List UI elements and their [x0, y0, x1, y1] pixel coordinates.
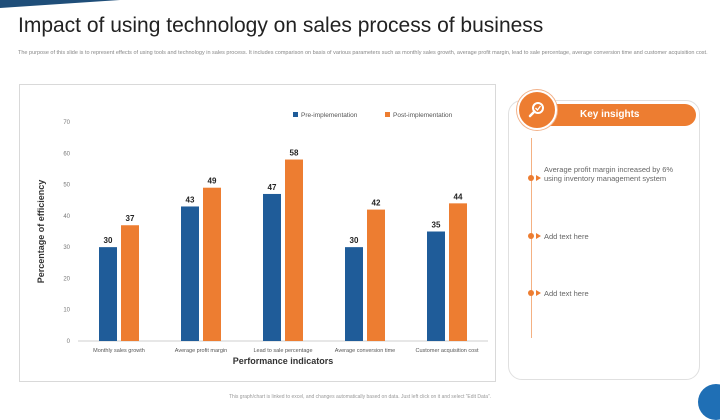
y-axis-label: Percentage of efficiency — [36, 180, 46, 284]
bar-post-implementation — [121, 225, 139, 341]
legend-swatch — [385, 112, 390, 117]
bar-chart[interactable]: 0 10 20 30 40 50 60 70 Percentage of efficiency P… — [20, 85, 495, 381]
insights-header-label: Key insights — [580, 109, 640, 120]
y-tick-label: 30 — [63, 245, 70, 251]
bar-data-label: 35 — [432, 221, 441, 230]
timeline-dot — [528, 233, 534, 239]
chart-container[interactable]: 0 10 20 30 40 50 60 70 Percentage of efficiency P… — [19, 84, 496, 382]
bar-data-label: 37 — [126, 214, 135, 223]
corner-circle-decoration — [698, 384, 720, 420]
legend-entry: Post-implementation — [393, 112, 453, 119]
bar-data-label: 30 — [350, 236, 359, 245]
x-tick-label: Average profit margin — [175, 348, 227, 354]
bar-post-implementation — [449, 203, 467, 341]
x-tick-label: Monthly sales growth — [93, 348, 145, 354]
timeline-arrow-icon — [536, 290, 541, 296]
y-tick-label: 10 — [63, 308, 70, 314]
y-tick-label: 60 — [63, 151, 70, 157]
slide-title: Impact of using technology on sales proc… — [18, 14, 544, 37]
timeline-arrow-icon — [536, 233, 541, 239]
bar-pre-implementation — [181, 206, 199, 341]
slide-footer-note: This graph/chart is linked to excel, and… — [228, 394, 492, 400]
y-tick-label: 70 — [63, 120, 70, 126]
x-axis-label: Performance indicators — [233, 356, 334, 366]
insights-icon-badge — [517, 90, 557, 130]
timeline-arrow-icon — [536, 175, 541, 181]
bar-post-implementation — [203, 187, 221, 341]
bar-pre-implementation — [263, 193, 281, 341]
y-tick-label: 20 — [63, 276, 70, 282]
legend-entry: Pre-implementation — [301, 112, 358, 119]
y-tick-label: 0 — [67, 339, 71, 345]
slide-subtitle: The purpose of this slide is to represen… — [18, 50, 708, 56]
y-tick-label: 50 — [63, 183, 70, 189]
bar-data-label: 49 — [208, 177, 217, 186]
bar-pre-implementation — [345, 247, 363, 341]
x-tick-label: Average conversion time — [335, 348, 395, 354]
bar-post-implementation — [285, 159, 303, 341]
bar-pre-implementation — [427, 231, 445, 341]
bar-post-implementation — [367, 209, 385, 341]
bar-data-label: 47 — [268, 183, 277, 192]
x-tick-label: Customer acquisition cost — [416, 348, 479, 354]
bar-pre-implementation — [99, 247, 117, 341]
insight-item-3: Add text here — [544, 289, 589, 298]
insight-item-2: Add text here — [544, 232, 589, 241]
timeline-dot — [528, 290, 534, 296]
timeline-dot — [528, 175, 534, 181]
insights-card — [508, 100, 700, 380]
search-magnifier-icon — [528, 102, 544, 118]
bar-data-label: 42 — [372, 199, 381, 208]
corner-decoration — [0, 0, 120, 8]
insights-header: Key insights — [522, 104, 696, 126]
bar-data-label: 30 — [104, 236, 113, 245]
bar-data-label: 58 — [290, 149, 299, 158]
bar-data-label: 43 — [186, 195, 195, 204]
bar-data-label: 44 — [454, 192, 463, 201]
x-tick-label: Lead to sale percentage — [253, 348, 312, 354]
legend-swatch — [293, 112, 298, 117]
insight-item-1: Average profit margin increased by 6% us… — [544, 165, 674, 183]
y-tick-label: 40 — [63, 214, 70, 220]
